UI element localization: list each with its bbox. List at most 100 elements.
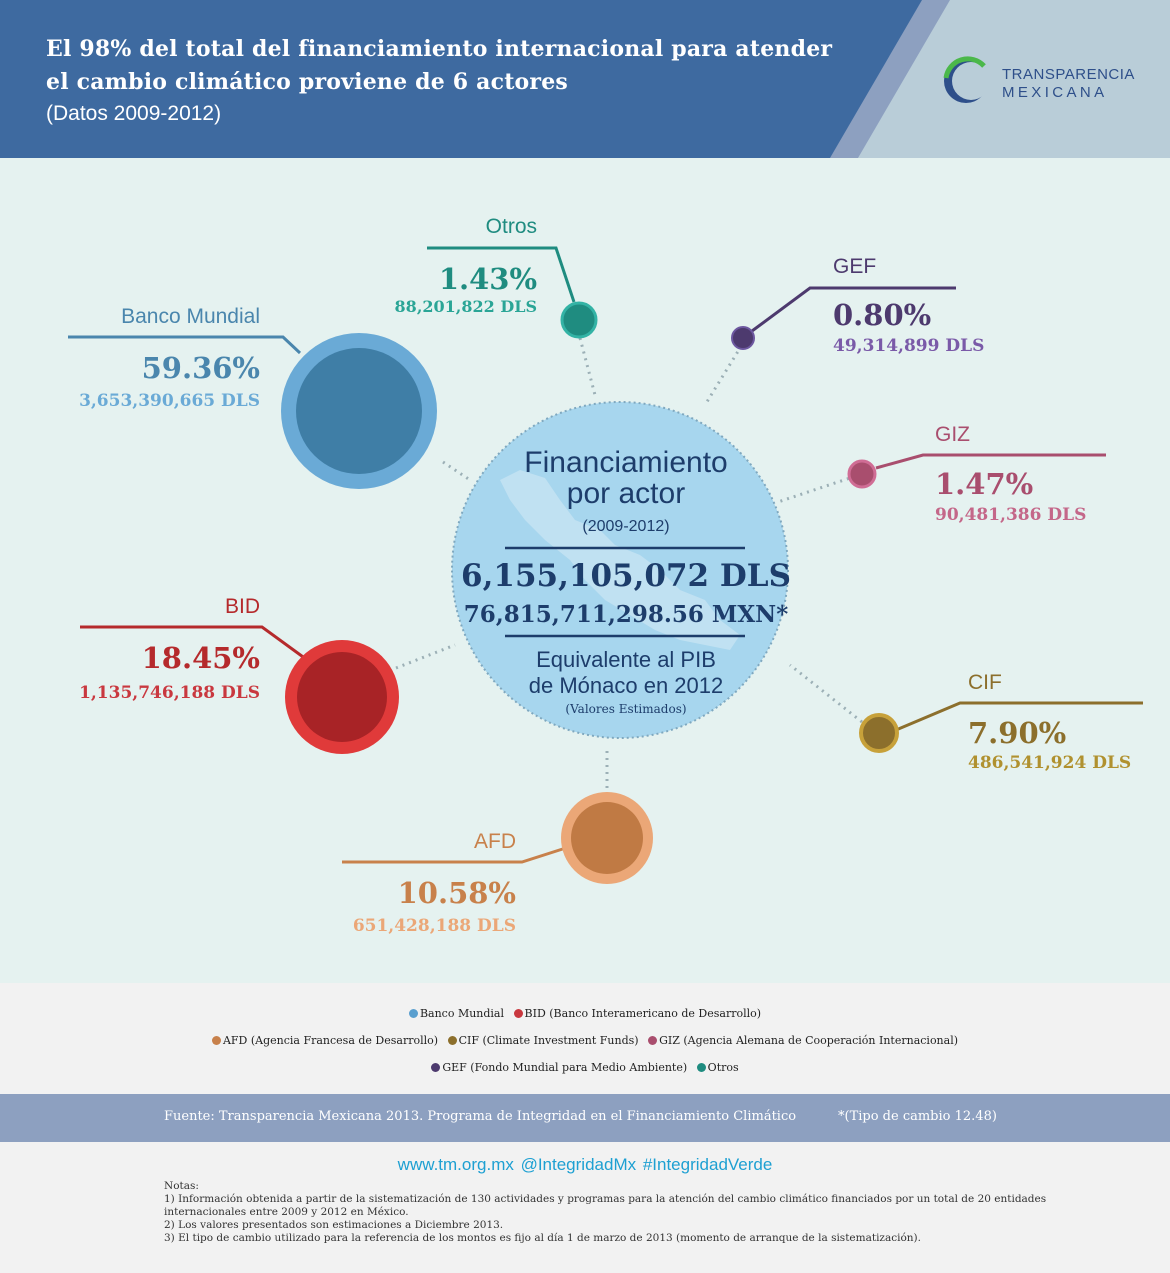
amount-giz: 90,481,386 DLS — [935, 505, 1086, 525]
legend-row-3: GEF (Fondo Mundial para Medio Ambiente) … — [0, 1061, 1170, 1074]
leader-line-bid — [80, 625, 311, 664]
series-giz: GIZ 1.47% 90,481,386 DLS — [847, 423, 1106, 525]
connector-gef — [703, 339, 747, 406]
label-giz: GIZ — [935, 423, 970, 446]
source-text: Fuente: Transparencia Mexicana 2013. Pro… — [164, 1109, 797, 1124]
note-3: 3) El tipo de cambio utilizado para la r… — [164, 1232, 921, 1244]
amount-bid: 1,135,746,188 DLS — [79, 683, 260, 703]
legend-item-afd: AFD (Agencia Francesa de Desarrollo) — [211, 1034, 439, 1047]
series-gef: GEF 0.80% 49,314,899 DLS — [731, 255, 984, 356]
social-links[interactable]: www.tm.org.mx @IntegridadMx #IntegridadV… — [397, 1155, 773, 1174]
page-title-line1: El 98% del total del financiamiento inte… — [46, 36, 833, 62]
legend-item-gef: GEF (Fondo Mundial para Medio Ambiente) — [431, 1061, 687, 1074]
bubble-cif — [859, 713, 899, 753]
leader-line-cif — [895, 701, 1143, 732]
header-background — [0, 0, 950, 158]
legend-dot-icon — [513, 1009, 523, 1018]
bubble-bid — [297, 652, 387, 742]
legend-label: GIZ (Agencia Alemana de Cooperación Inte… — [659, 1034, 959, 1047]
center-total-dls: 6,155,105,072 DLS — [461, 558, 791, 594]
bubble-otros — [560, 301, 598, 339]
center-equiv-line2: de Mónaco en 2012 — [529, 673, 724, 698]
legend-dot-icon — [431, 1063, 441, 1072]
bubble-gef — [731, 326, 755, 350]
legend: Banco Mundial BID (Banco Interamericano … — [0, 983, 1170, 1093]
percent-afd: 10.58% — [398, 876, 516, 910]
notes-heading: Notas: — [164, 1180, 199, 1192]
connector-giz — [777, 472, 863, 504]
series-otros: Otros 1.43% 88,201,822 DLS — [395, 215, 598, 339]
mexico-map-shape — [500, 470, 740, 650]
label-banco-mundial: Banco Mundial — [121, 305, 260, 328]
center-title-line2: por actor — [567, 477, 685, 510]
center-years: (2009-2012) — [582, 518, 669, 535]
label-gef: GEF — [833, 255, 876, 278]
connector-cif — [789, 663, 863, 724]
legend-label: CIF (Climate Investment Funds) — [458, 1034, 639, 1047]
legend-dot-icon — [408, 1009, 418, 1018]
legend-label: Banco Mundial — [419, 1007, 505, 1020]
percent-banco-mundial: 59.36% — [142, 351, 260, 385]
exchange-rate-note: *(Tipo de cambio 12.48) — [838, 1109, 997, 1124]
logo-text-line1: TRANSPARENCIA — [1002, 66, 1135, 83]
label-otros: Otros — [486, 215, 537, 238]
label-afd: AFD — [474, 830, 516, 853]
chart-area: Financiamiento por actor (2009-2012) 6,1… — [0, 158, 1170, 983]
leader-line-otros — [427, 246, 576, 303]
page-title-line2: el cambio climático proviene de 6 actore… — [46, 69, 569, 95]
legend-label: BID (Banco Interamericano de Desarrollo) — [524, 1007, 762, 1020]
amount-afd: 651,428,188 DLS — [353, 916, 516, 936]
logo-text-line2: MEXICANA — [1002, 84, 1108, 101]
center-title-line1: Financiamiento — [524, 446, 727, 479]
center-estimated: (Valores Estimados) — [565, 702, 686, 716]
label-cif: CIF — [968, 671, 1002, 694]
leader-line-afd — [342, 844, 573, 864]
bubble-banco-mundial — [296, 348, 422, 474]
legend-row-1: Banco Mundial BID (Banco Interamericano … — [0, 1007, 1170, 1020]
leader-line-gef — [751, 286, 956, 333]
label-bid: BID — [225, 595, 260, 618]
bubble-chart: Financiamiento por actor (2009-2012) 6,1… — [68, 215, 1143, 936]
legend-row-2: AFD (Agencia Francesa de Desarrollo) CIF… — [0, 1034, 1170, 1047]
series-banco-mundial: Banco Mundial 59.36% 3,653,390,665 DLS — [68, 305, 437, 489]
percent-cif: 7.90% — [968, 716, 1066, 750]
source-bar: Fuente: Transparencia Mexicana 2013. Pro… — [0, 1094, 1170, 1142]
bubble-giz — [847, 459, 877, 489]
legend-item-banco-mundial: Banco Mundial — [408, 1007, 505, 1020]
header: El 98% del total del financiamiento inte… — [0, 0, 1170, 158]
amount-banco-mundial: 3,653,390,665 DLS — [79, 391, 260, 411]
series-cif: CIF 7.90% 486,541,924 DLS — [859, 671, 1143, 773]
center-total-mxn: 76,815,711,298.56 MXN* — [464, 601, 788, 628]
legend-item-otros: Otros — [696, 1061, 739, 1074]
percent-gef: 0.80% — [833, 298, 931, 332]
legend-item-cif: CIF (Climate Investment Funds) — [447, 1034, 639, 1047]
amount-otros: 88,201,822 DLS — [395, 297, 537, 316]
legend-item-giz: GIZ (Agencia Alemana de Cooperación Inte… — [648, 1034, 958, 1047]
series-bid: BID 18.45% 1,135,746,188 DLS — [79, 595, 399, 754]
amount-cif: 486,541,924 DLS — [968, 753, 1131, 773]
legend-dot-icon — [696, 1063, 706, 1072]
connector-otros — [578, 337, 597, 396]
legend-dot-icon — [211, 1036, 221, 1045]
legend-label: GEF (Fondo Mundial para Medio Ambiente) — [442, 1061, 688, 1074]
leader-line-banco-mundial — [68, 335, 302, 355]
legend-label: AFD (Agencia Francesa de Desarrollo) — [222, 1034, 439, 1047]
legend-label: Otros — [707, 1061, 739, 1074]
note-1: 1) Información obtenida a partir de la s… — [164, 1193, 1047, 1218]
page-subtitle: (Datos 2009-2012) — [46, 102, 222, 125]
connector-lines — [395, 337, 863, 795]
leader-line-giz — [875, 453, 1106, 470]
logo-icon — [943, 56, 990, 103]
center-equiv-line1: Equivalente al PIB — [536, 647, 716, 672]
percent-otros: 1.43% — [439, 262, 537, 296]
percent-bid: 18.45% — [142, 641, 260, 675]
legend-dot-icon — [447, 1036, 457, 1045]
note-2: 2) Los valores presentados son estimacio… — [164, 1219, 504, 1231]
connector-bid — [395, 643, 456, 670]
series-afd: AFD 10.58% 651,428,188 DLS — [342, 792, 653, 936]
bubble-afd — [571, 802, 643, 874]
legend-dot-icon — [648, 1036, 658, 1045]
notes: Notas: 1) Información obtenida a partir … — [164, 1180, 1064, 1245]
percent-giz: 1.47% — [935, 467, 1033, 501]
connector-banco-mundial — [442, 460, 471, 482]
